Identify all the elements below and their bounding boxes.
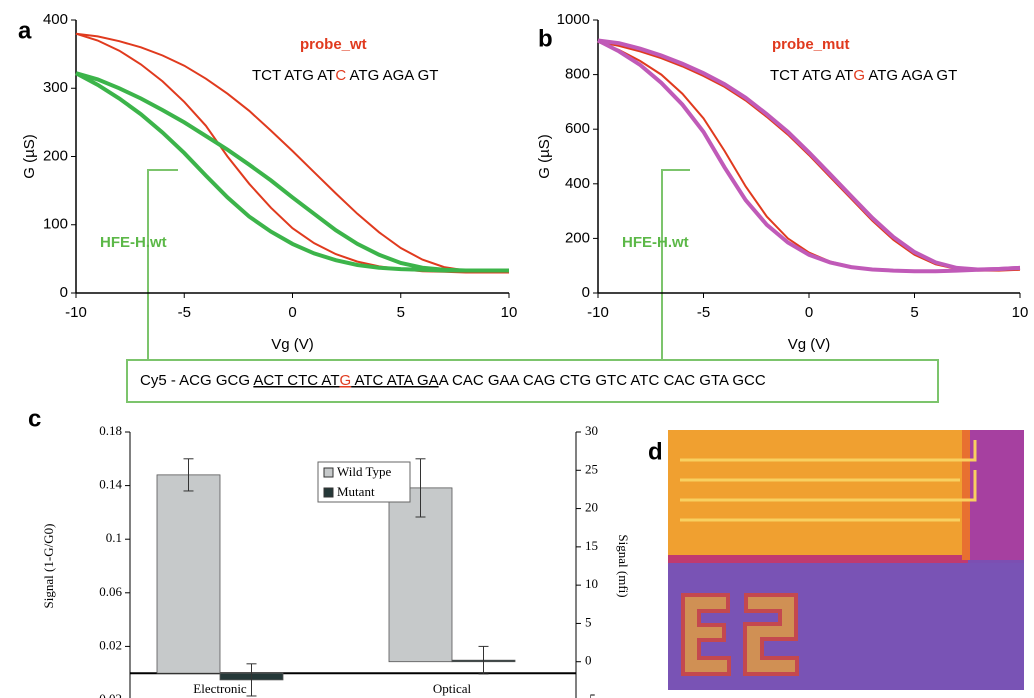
x-tick-label: -5 xyxy=(697,304,710,321)
y2-tick-label: -5 xyxy=(585,691,596,698)
x-tick-label: 5 xyxy=(397,304,405,321)
sequence-part: TCT ATG AT xyxy=(252,67,335,84)
sequence-part: G xyxy=(339,372,351,389)
panel-letter: b xyxy=(538,25,553,52)
y-tick-label: 100 xyxy=(43,216,68,233)
y2-tick-label: 15 xyxy=(585,538,598,553)
y-tick-label: 200 xyxy=(565,229,590,246)
y-tick-label: 800 xyxy=(565,66,590,83)
x-tick-label: Electronic xyxy=(193,681,247,696)
y2-tick-label: 0 xyxy=(585,653,592,668)
probe-sequence: TCT ATG ATG ATG AGA GT xyxy=(770,67,957,84)
x-tick-label: -10 xyxy=(587,304,609,321)
y-axis-label: G (µS) xyxy=(21,134,38,178)
panel-letter: c xyxy=(28,405,41,432)
sequence-part: TCT ATG AT xyxy=(770,67,853,84)
y2-tick-label: 20 xyxy=(585,500,598,515)
legend-swatch xyxy=(324,468,333,477)
y2-tick-label: 5 xyxy=(585,614,592,629)
sequence-part: C xyxy=(335,67,346,84)
y-tick-label: 400 xyxy=(43,11,68,28)
sequence-part: A CAC GAA CAG CTG GTC ATC CAC GTA GCC xyxy=(439,372,766,389)
y-tick-label: 0.14 xyxy=(99,477,122,492)
bar xyxy=(157,475,220,673)
y-tick-label: 400 xyxy=(565,175,590,192)
sequence-part: ATG AGA GT xyxy=(346,67,438,84)
y-tick-label: 0.06 xyxy=(99,584,122,599)
y-tick-label: 0.18 xyxy=(99,423,122,438)
y-tick-label: 600 xyxy=(565,120,590,137)
panel-letter: a xyxy=(18,17,32,44)
x-tick-label: Optical xyxy=(433,681,472,696)
y-tick-label: 300 xyxy=(43,79,68,96)
panel-letter: d xyxy=(648,438,663,465)
x-axis-label: Vg (V) xyxy=(788,336,831,353)
sequence-part: ATC ATA GA xyxy=(351,372,439,389)
probe-label: probe_wt xyxy=(300,36,367,53)
sequence-part: ACT CTC AT xyxy=(253,372,339,389)
x-axis-label: Vg (V) xyxy=(271,336,314,353)
x-tick-label: 0 xyxy=(805,304,813,321)
connector xyxy=(148,170,178,360)
x-tick-label: -10 xyxy=(65,304,87,321)
y-tick-label: 0 xyxy=(60,284,68,301)
target-label: HFE-H.wt xyxy=(622,234,689,251)
y2-tick-label: 30 xyxy=(585,423,598,438)
legend-swatch xyxy=(324,488,333,497)
x-tick-label: 0 xyxy=(288,304,296,321)
sequence-part: Cy5 - ACG GCG xyxy=(140,372,253,389)
probe-sequence: TCT ATG ATC ATG AGA GT xyxy=(252,67,438,84)
x-tick-label: 10 xyxy=(501,304,518,321)
figure: Cy5 - ACG GCG ACT CTC ATG ATC ATA GAA CA… xyxy=(0,0,1034,698)
y-tick-label: 0.02 xyxy=(99,637,122,652)
y-tick-label: 200 xyxy=(43,147,68,164)
y2-axis-label: Signal (mfi) xyxy=(616,534,631,597)
y-axis-label: Signal (1-G/G0) xyxy=(41,524,56,609)
probe-label: probe_mut xyxy=(772,36,850,53)
x-tick-label: 10 xyxy=(1012,304,1029,321)
y2-tick-label: 25 xyxy=(585,461,598,476)
y-tick-label: 0.1 xyxy=(106,530,122,545)
y-tick-label: -0.02 xyxy=(95,691,122,698)
sequence: Cy5 - ACG GCG ACT CTC ATG ATC ATA GAA CA… xyxy=(140,372,766,389)
x-tick-label: 5 xyxy=(910,304,918,321)
target-label: HFE-H.wt xyxy=(100,234,167,251)
y2-tick-label: 10 xyxy=(585,576,598,591)
legend-label: Wild Type xyxy=(337,464,392,479)
connector xyxy=(662,170,690,360)
x-tick-label: -5 xyxy=(178,304,191,321)
y-axis-label: G (µS) xyxy=(536,134,553,178)
y-tick-label: 1000 xyxy=(557,11,590,28)
legend-label: Mutant xyxy=(337,484,375,499)
sequence-part: G xyxy=(853,67,865,84)
micrograph xyxy=(668,430,1024,690)
sequence-part: ATG AGA GT xyxy=(865,67,957,84)
y-tick-label: 0 xyxy=(582,284,590,301)
